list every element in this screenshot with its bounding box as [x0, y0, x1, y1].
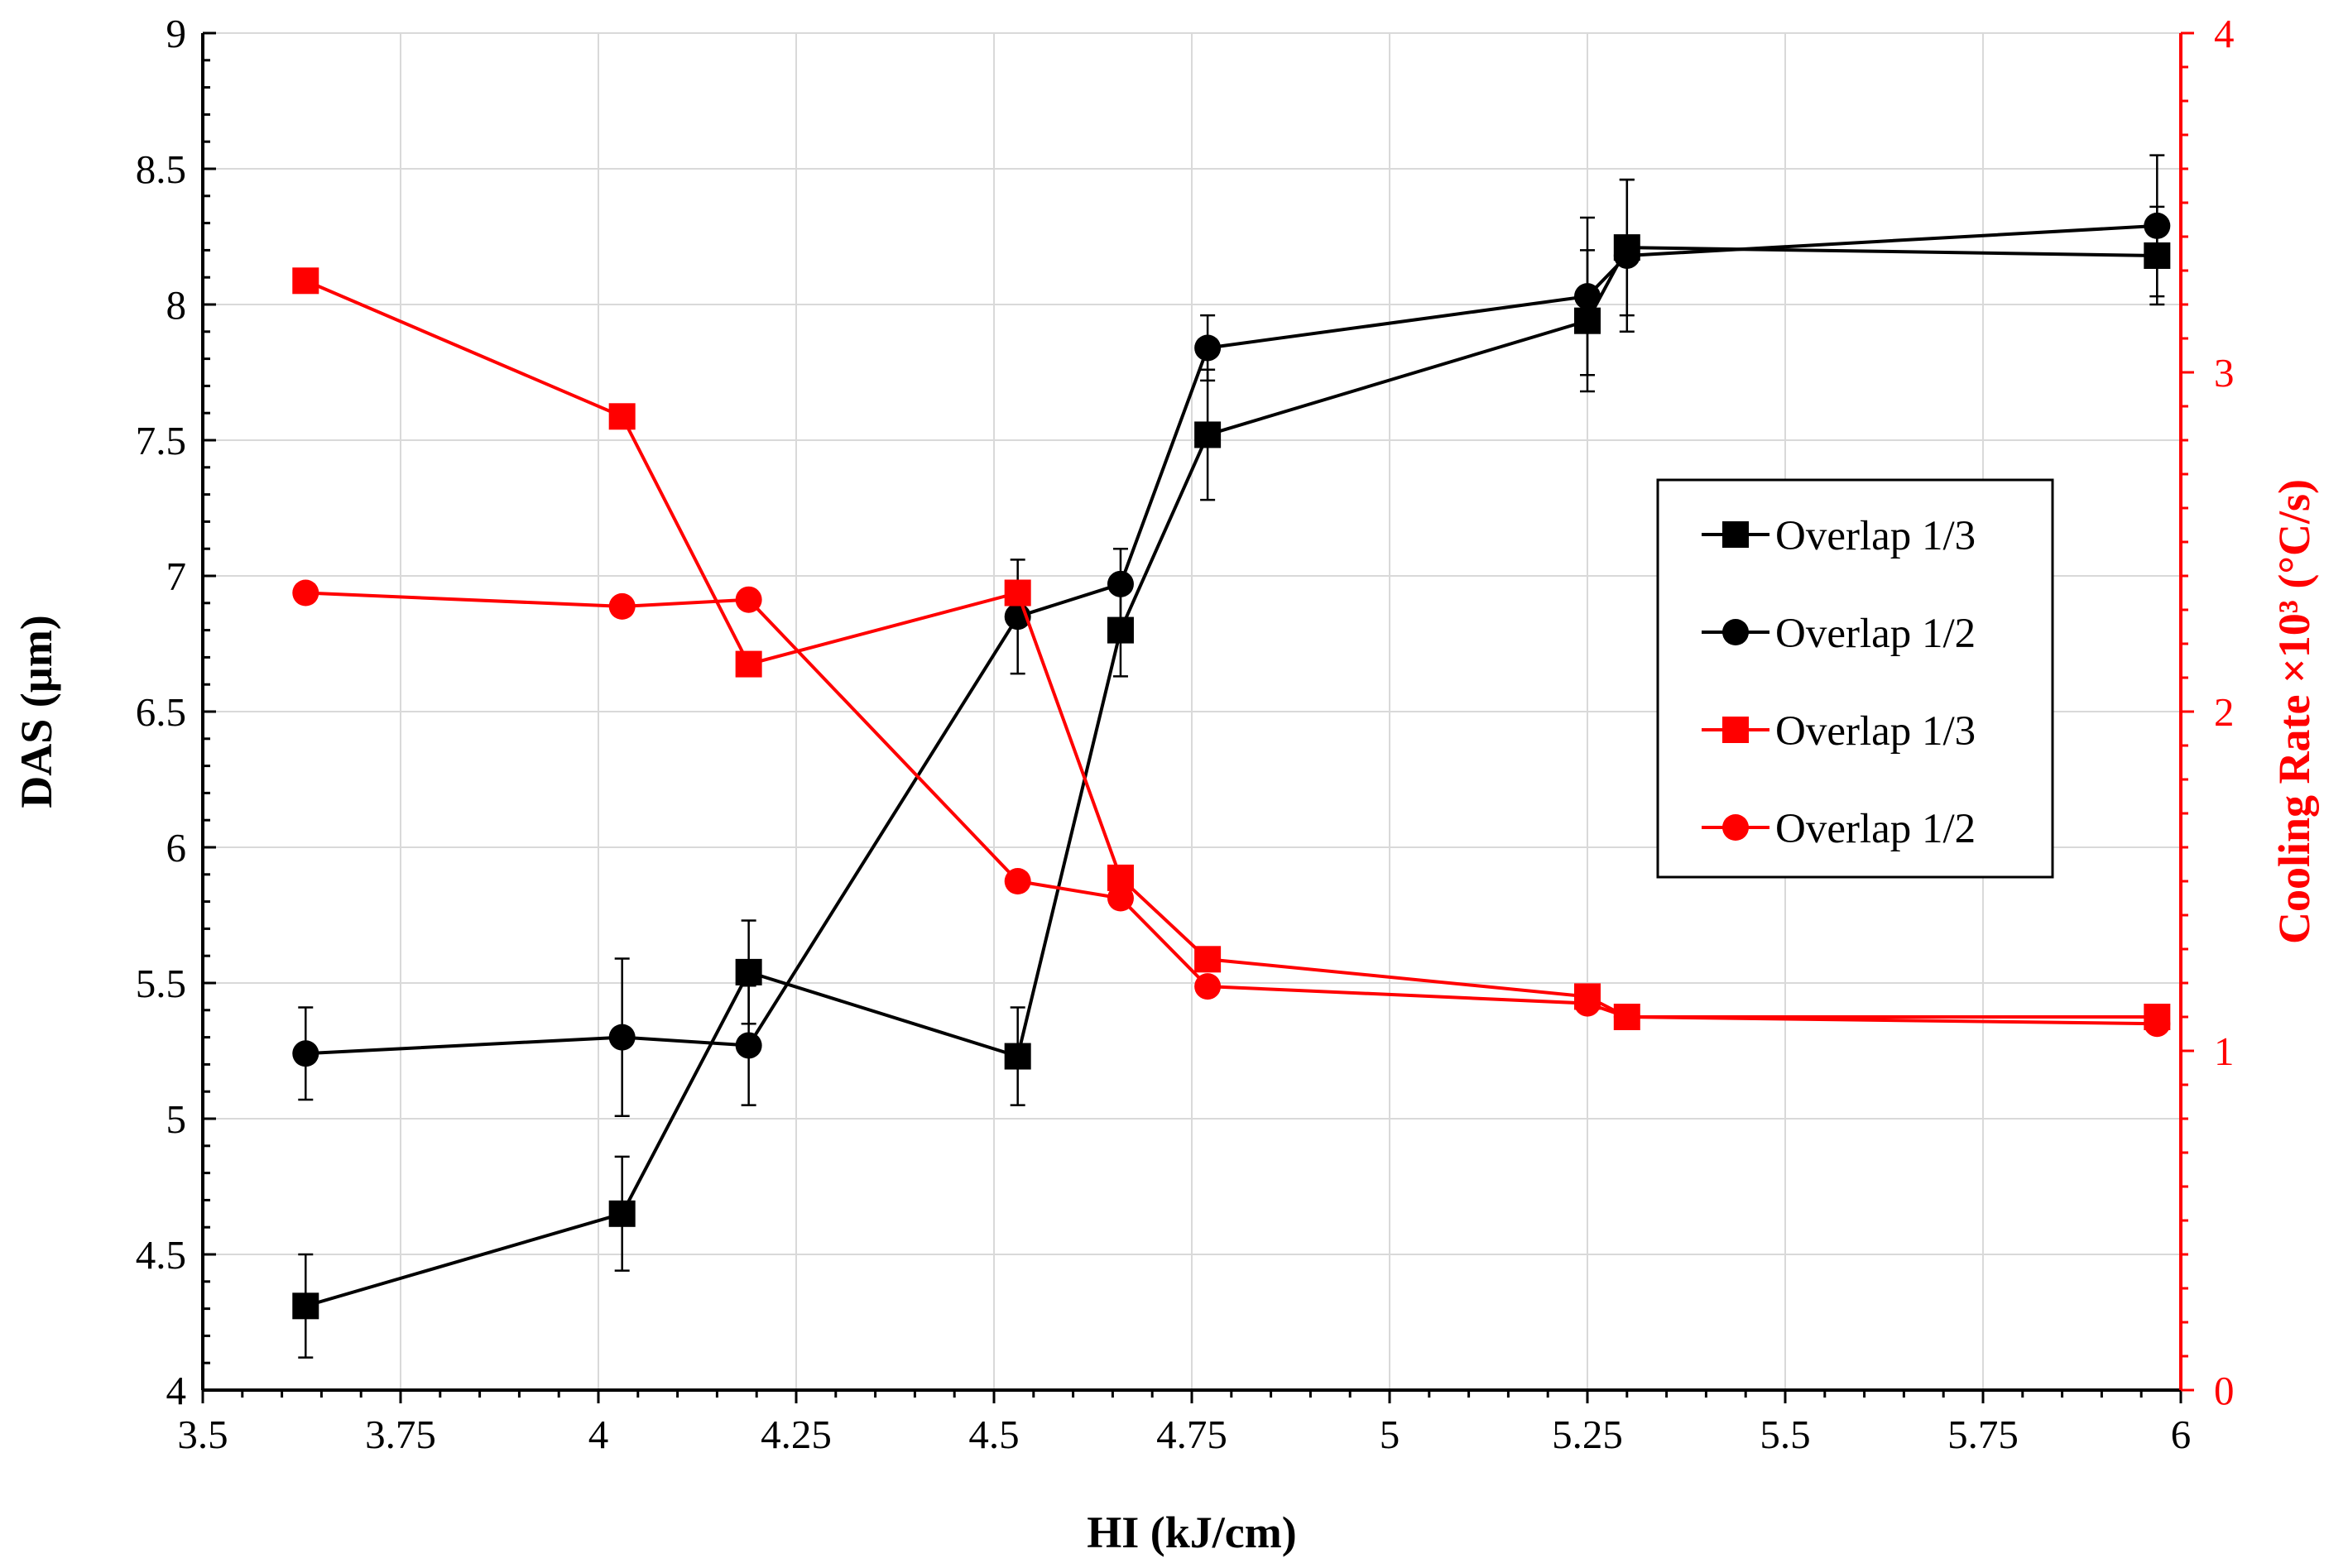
y-left-tick-label: 4 — [166, 1368, 187, 1413]
series-1 — [292, 154, 2171, 1117]
data-point — [1004, 1043, 1031, 1070]
y-left-tick-label: 7 — [166, 554, 187, 599]
legend-item: Overlap 1/3 — [1702, 513, 1976, 559]
data-point — [608, 592, 636, 620]
plot-series — [292, 154, 2171, 1359]
y-left-tick-label: 5 — [166, 1096, 187, 1142]
legend-label: Overlap 1/3 — [1775, 513, 1976, 559]
y-right-tick-label: 3 — [2214, 350, 2235, 396]
data-point — [735, 958, 762, 985]
x-tick-label: 5.25 — [1552, 1412, 1623, 1457]
axes: 3.5 3.75 4 4.25 4.5 4.75 5 5.25 5.5 5.75 6 4 4.5 5 5.5… — [12, 11, 2319, 1557]
data-point — [1574, 283, 1601, 310]
y-left-tick-label: 8.5 — [136, 146, 186, 192]
data-point — [1004, 868, 1031, 894]
data-point — [292, 1040, 319, 1067]
data-point — [292, 267, 319, 295]
data-point — [1194, 334, 1222, 362]
x-tick-label: 4.75 — [1156, 1412, 1227, 1457]
y-right-tick-label: 1 — [2214, 1029, 2235, 1074]
series-3 — [292, 579, 2171, 1038]
data-point — [1194, 421, 1222, 448]
data-point — [735, 1032, 762, 1059]
y-right-tick-label: 4 — [2214, 11, 2235, 56]
y-right-tick-label: 0 — [2214, 1368, 2235, 1413]
x-tick-label: 4.25 — [761, 1412, 832, 1457]
x-tick-label: 6 — [2171, 1412, 2192, 1457]
data-point — [1194, 973, 1222, 1000]
y-right-axis-title: Cooling Rate ×10³ (°C/s) — [2269, 479, 2319, 944]
data-point — [608, 403, 636, 430]
data-point — [608, 1200, 636, 1227]
data-point — [1107, 616, 1134, 644]
y-left-tick-label: 5.5 — [136, 961, 186, 1006]
data-point — [1004, 579, 1031, 607]
data-point — [1194, 946, 1222, 973]
data-point — [608, 1024, 636, 1051]
data-point — [735, 586, 762, 613]
legend: Overlap 1/3 Overlap 1/2 Overlap 1/3 Overlap… — [1656, 478, 2054, 879]
legend-label: Overlap 1/3 — [1775, 708, 1976, 755]
x-tick-label: 3.5 — [177, 1412, 228, 1457]
legend-item: Overlap 1/2 — [1702, 611, 1976, 657]
y-left-tick-label: 7.5 — [136, 418, 186, 463]
x-tick-label: 5.5 — [1760, 1412, 1810, 1457]
y-left-tick-label: 6.5 — [136, 689, 186, 735]
legend-marker — [1722, 521, 1749, 548]
y-left-tick-label: 8 — [166, 282, 187, 328]
data-point — [292, 1292, 319, 1320]
legend-marker — [1722, 717, 1749, 743]
data-point — [1107, 570, 1134, 597]
x-tick-label: 3.75 — [365, 1412, 436, 1457]
data-point — [1613, 242, 1640, 269]
legend-label: Overlap 1/2 — [1775, 611, 1976, 657]
legend-marker — [1722, 814, 1749, 841]
data-point — [1107, 885, 1134, 912]
legend-marker — [1722, 619, 1749, 645]
y-right-tick-label: 2 — [2214, 689, 2235, 735]
data-point — [2144, 212, 2171, 239]
data-point — [292, 579, 319, 607]
x-tick-label: 4.5 — [968, 1412, 1019, 1457]
legend-label: Overlap 1/2 — [1775, 806, 1976, 852]
legend-item: Overlap 1/3 — [1702, 708, 1976, 755]
y-left-tick-label: 6 — [166, 825, 187, 870]
x-tick-label: 5 — [1380, 1412, 1400, 1457]
data-point — [1574, 990, 1601, 1017]
x-tick-label: 4 — [588, 1412, 609, 1457]
legend-item: Overlap 1/2 — [1702, 806, 1976, 852]
x-axis-title: HI (kJ/cm) — [1087, 1508, 1296, 1557]
y-left-tick-label: 4.5 — [136, 1232, 186, 1278]
x-tick-label: 5.75 — [1947, 1412, 2019, 1457]
y-left-axis-title: DAS (µm) — [12, 615, 61, 808]
data-point — [735, 650, 762, 678]
data-point — [2144, 1010, 2171, 1038]
y-left-tick-label: 9 — [166, 11, 187, 56]
data-point — [1613, 1004, 1640, 1030]
